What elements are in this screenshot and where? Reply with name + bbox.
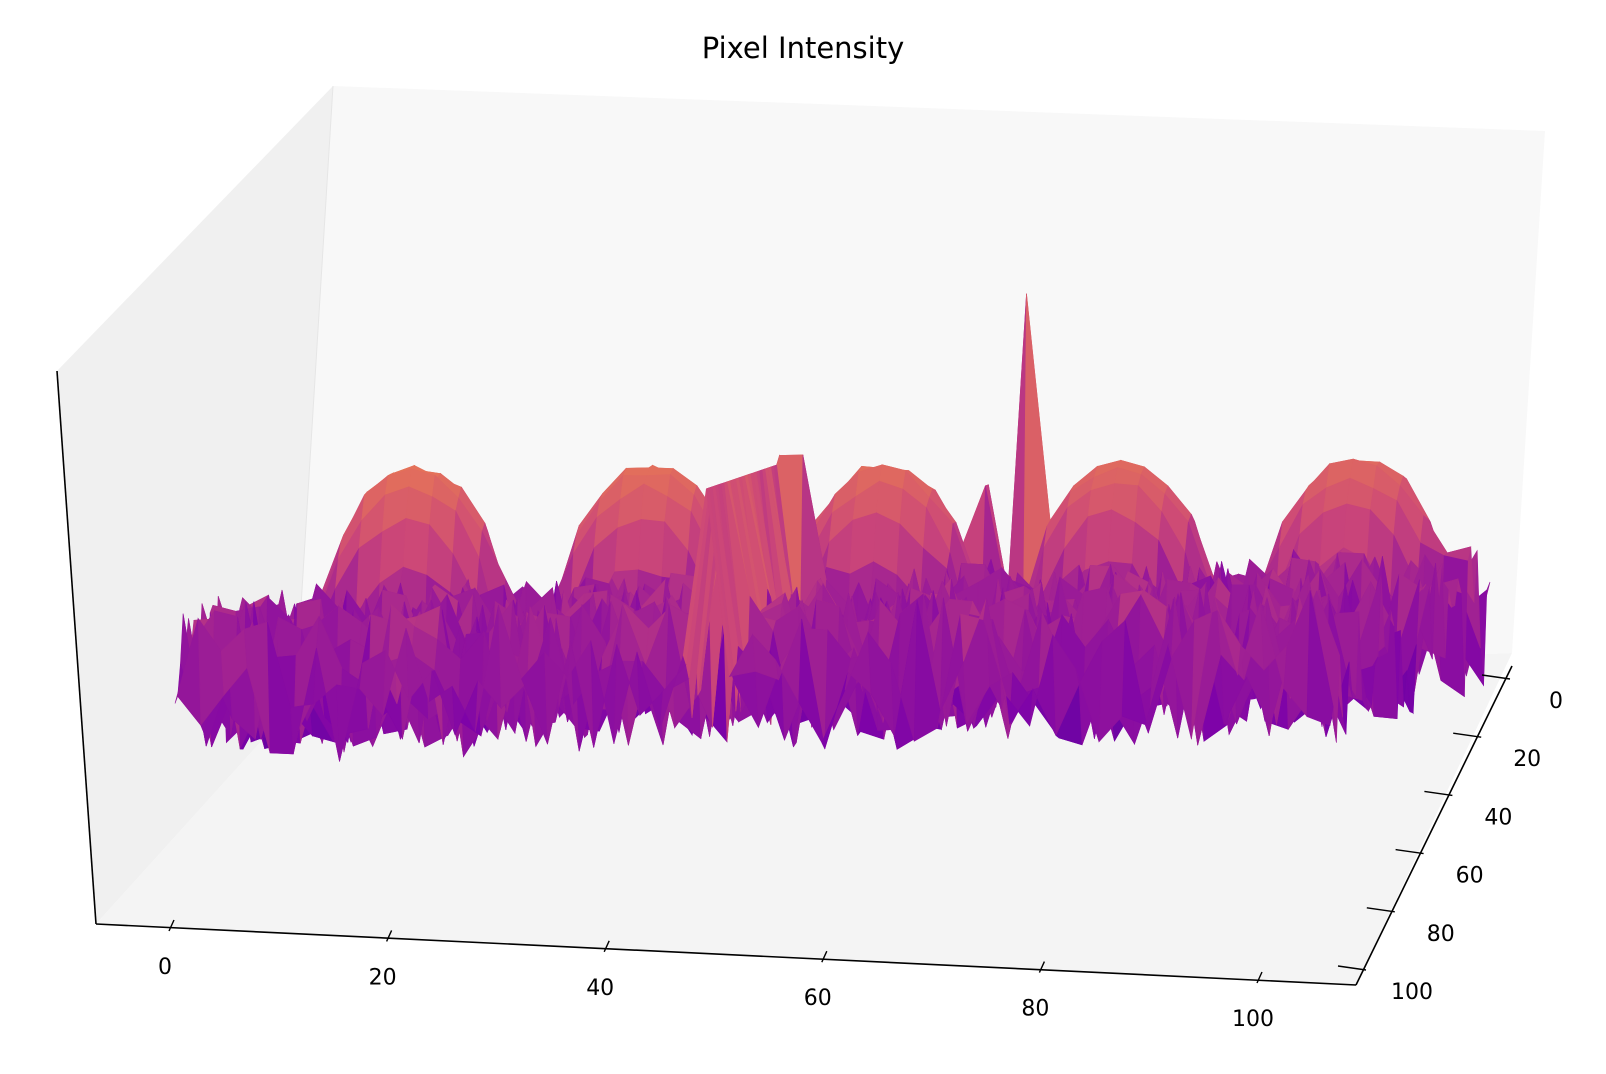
x-tick-mark (821, 950, 828, 963)
y-tick-label: 40 (1484, 805, 1512, 830)
surface-facet (402, 518, 430, 576)
y-tick-mark (1337, 965, 1367, 971)
y-axis-ticks: 0 20 40 60 80 100 (1337, 674, 1563, 1005)
x-tick-mark (1038, 961, 1046, 973)
y-axis-line (1355, 665, 1513, 986)
x-tick-mark (168, 919, 175, 932)
x-tick-label: 0 (158, 955, 172, 980)
z-axis-line (56, 370, 97, 925)
surface-facet (614, 518, 642, 573)
x-tick-mark (603, 940, 610, 953)
y-tick-label: 20 (1513, 747, 1541, 772)
y-tick-mark (1424, 790, 1453, 797)
floor-pane (96, 653, 1512, 985)
x-tick-mark (1256, 971, 1263, 984)
surface-facet (622, 467, 651, 476)
x-tick-label: 20 (369, 965, 397, 990)
y-tick-mark (1453, 732, 1482, 738)
surface-facet (1084, 509, 1112, 571)
pane-edge (294, 85, 334, 705)
y-tick-label: 60 (1456, 864, 1484, 889)
surface-facet (1306, 590, 1334, 726)
x-axis-ticks: 0 20 40 60 80 100 (158, 919, 1274, 1032)
x-tick-label: 40 (586, 976, 614, 1001)
x-axis-line (95, 923, 1357, 986)
x-tick-label: 100 (1232, 1007, 1274, 1032)
x-tick-mark (385, 930, 393, 942)
y-tick-mark (1481, 674, 1511, 680)
surface-facet (637, 519, 666, 578)
surface (174, 293, 1491, 762)
y-tick-label: 0 (1549, 689, 1563, 714)
y-tick-mark (1395, 848, 1424, 855)
y-tick-label: 100 (1391, 980, 1433, 1005)
y-tick-label: 80 (1427, 922, 1455, 947)
x-tick-label: 80 (1021, 997, 1049, 1022)
chart-title: Pixel Intensity (702, 31, 905, 65)
x-tick-label: 60 (804, 986, 832, 1011)
y-tick-mark (1366, 907, 1395, 913)
